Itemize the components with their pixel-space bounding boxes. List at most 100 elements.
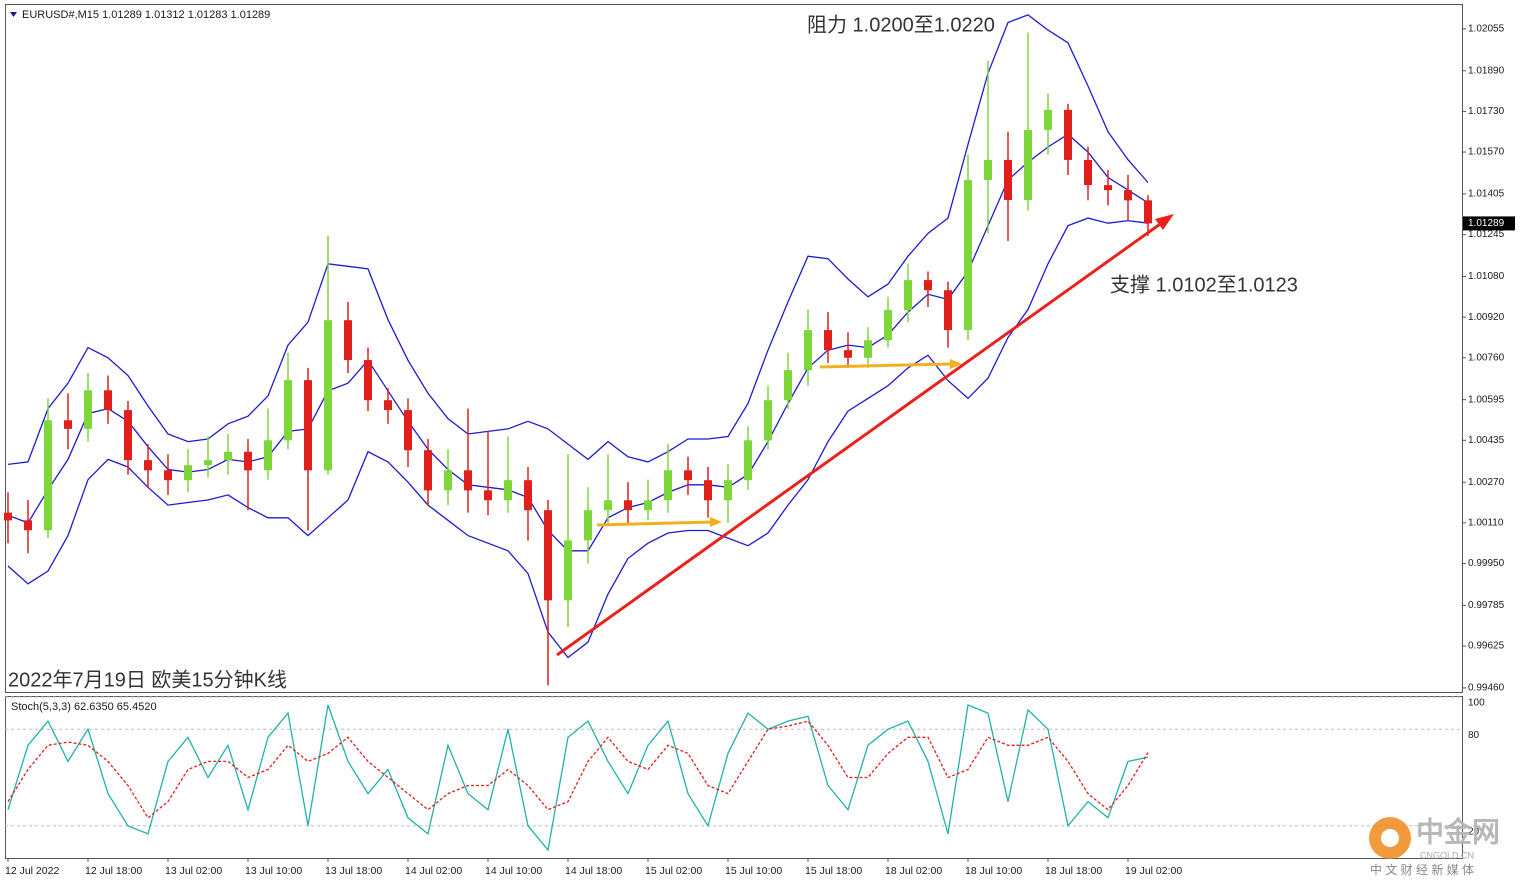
main-panel (5, 4, 1463, 693)
candle-body (444, 470, 452, 491)
candle-body (164, 470, 172, 481)
chart-caption: 2022年7月19日 欧美15分钟K线 (8, 668, 287, 691)
trend-line (556, 220, 1164, 657)
candle-body (224, 451, 232, 461)
y-tick-label: 0.99460 (1468, 683, 1505, 694)
candle-body (984, 159, 992, 180)
candle-body (924, 280, 932, 291)
y-tick-label: 1.01080 (1468, 271, 1505, 282)
candle-body (244, 451, 252, 471)
candle-body (684, 470, 692, 481)
last-price-label: 1.01289 (1468, 218, 1505, 229)
candle-body (744, 440, 752, 481)
candle-body (1084, 159, 1092, 186)
last-price-box (1463, 216, 1515, 231)
candle-body (1004, 159, 1012, 201)
candle-body (64, 420, 72, 429)
arrow-head (950, 359, 962, 369)
x-tick-label: 12 Jul 18:00 (85, 865, 142, 877)
candle-body (204, 460, 212, 466)
x-tick-label: 12 Jul 2022 (5, 865, 59, 877)
y-tick-label: 1.00110 (1468, 517, 1504, 528)
candle-body (384, 400, 392, 411)
candle-body (944, 290, 952, 331)
candle-body (864, 340, 872, 358)
resistance-note: 阻力 1.0200至1.0220 (807, 13, 995, 36)
y-tick-label: 1.00920 (1468, 312, 1505, 323)
candle-body (264, 440, 272, 471)
arrow-head (710, 517, 722, 527)
y-tick-label: 0.99785 (1468, 600, 1505, 611)
bollinger-band (7, 217, 1149, 659)
candle-body (344, 320, 352, 361)
x-tick-label: 15 Jul 18:00 (805, 865, 862, 877)
candle-body (704, 480, 712, 501)
x-tick-label: 14 Jul 02:00 (405, 865, 462, 877)
candle-body (964, 179, 972, 331)
candle-body (544, 510, 552, 601)
bollinger-band (7, 133, 1149, 552)
arrow-head (1155, 214, 1174, 230)
stoch-line (7, 720, 1149, 819)
orange-arrow (596, 520, 713, 527)
x-tick-label: 19 Jul 02:00 (1125, 865, 1182, 877)
candle-body (604, 500, 612, 511)
x-tick-label: 13 Jul 02:00 (165, 865, 222, 877)
candle-body (1144, 200, 1152, 224)
candle-body (644, 500, 652, 511)
candle-body (404, 410, 412, 451)
orange-arrow (819, 362, 953, 369)
candle-body (1044, 109, 1052, 130)
y-tick-label: 1.00270 (1468, 477, 1505, 488)
logo-slogan: 中 文 财 经 新 媒 体 (1370, 862, 1474, 877)
x-tick-label: 15 Jul 02:00 (645, 865, 702, 877)
candle-body (1024, 129, 1032, 201)
candle-body (304, 380, 312, 471)
y-tick-label: 1.01730 (1468, 106, 1505, 117)
stoch-line (7, 704, 1149, 852)
y-tick-label: 80 (1468, 730, 1480, 741)
candle-body (844, 350, 852, 358)
candle-body (104, 390, 112, 411)
x-tick-label: 13 Jul 18:00 (325, 865, 382, 877)
candle-body (24, 520, 32, 531)
candle-body (364, 360, 372, 401)
candle-body (824, 330, 832, 351)
x-tick-label: 14 Jul 18:00 (565, 865, 622, 877)
candle-body (484, 490, 492, 501)
y-tick-label: 1.02055 (1468, 24, 1505, 35)
x-tick-label: 18 Jul 18:00 (1045, 865, 1102, 877)
candle-body (764, 400, 772, 441)
candle-body (724, 480, 732, 501)
candle-body (284, 380, 292, 441)
candle-body (504, 480, 512, 501)
candle-body (804, 330, 812, 371)
x-tick-label: 18 Jul 02:00 (885, 865, 942, 877)
annotations: 阻力 1.0200至1.0220 支撑 1.0102至1.0123 2022年7… (8, 13, 1298, 691)
candle-body (1124, 190, 1132, 201)
y-tick-label: 20 (1468, 826, 1480, 837)
candle-body (44, 420, 52, 531)
candle-body (624, 500, 632, 511)
candle-body (884, 310, 892, 341)
y-tick-label: 1.01405 (1468, 189, 1505, 200)
candle-body (1064, 109, 1072, 160)
candle-body (1104, 185, 1112, 191)
candle-body (144, 460, 152, 471)
support-note: 支撑 1.0102至1.0123 (1110, 273, 1298, 296)
logo-mark (1381, 829, 1399, 847)
candle-body (784, 370, 792, 401)
y-tick-label: 1.01245 (1468, 229, 1505, 240)
candle-body (464, 470, 472, 491)
candle-body (124, 410, 132, 461)
y-tick-label: 100 (1468, 698, 1485, 709)
candle-body (84, 390, 92, 429)
menu-triangle[interactable] (10, 12, 17, 17)
logo-site: CNGOLD.CN (1420, 850, 1474, 860)
x-tick-label: 15 Jul 10:00 (725, 865, 782, 877)
y-tick-label: 1.00760 (1468, 352, 1505, 363)
x-tick-label: 13 Jul 10:00 (245, 865, 302, 877)
candle-body (424, 450, 432, 491)
y-tick-label: 1.00435 (1468, 435, 1505, 446)
